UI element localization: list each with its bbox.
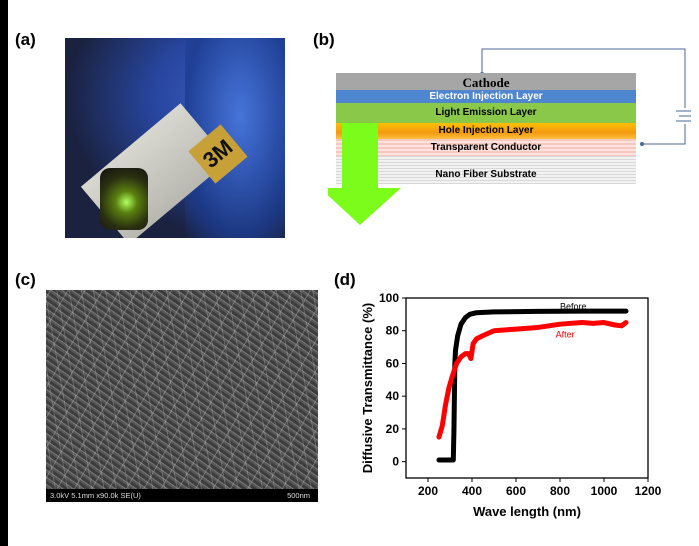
chart-svg: 200 400 600 800 1000 1200 0 20 40 60 80 100 Wave len…	[360, 291, 662, 519]
transmittance-chart: 200 400 600 800 1000 1200 0 20 40 60 80 100 Wave len…	[350, 280, 690, 530]
y-tick-label: 0	[392, 455, 399, 469]
electron-injection-layer: Electron Injection Layer	[336, 90, 636, 103]
hole-injection-layer: Hole Injection Layer	[336, 123, 636, 139]
x-tick-label: 400	[462, 484, 482, 498]
cathode-layer: Cathode	[336, 73, 636, 90]
x-tick-label: 800	[550, 484, 570, 498]
device-structure-diagram: Cathode Electron Injection Layer Light E…	[328, 40, 691, 230]
sem-image: 3.0kV 5.1mm x90.0k SE(U) 500nm	[46, 290, 318, 502]
x-tick-label: 600	[506, 484, 526, 498]
legend-before: Before	[560, 301, 587, 311]
light-emission-arrow	[328, 123, 401, 225]
sem-info-bar: 3.0kV 5.1mm x90.0k SE(U) 500nm	[46, 489, 318, 502]
panel-c-label: (c)	[15, 270, 36, 289]
y-axis-label: Diffusive Transmittance (%)	[360, 303, 375, 474]
x-tick-label: 200	[418, 484, 438, 498]
light-emission-layer: Light Emission Layer	[336, 103, 636, 123]
y-tick-label: 100	[379, 291, 399, 305]
transparent-conductor-layer: Transparent Conductor	[336, 139, 636, 156]
nanofiber-texture	[46, 290, 318, 502]
circuit-wire	[480, 48, 691, 146]
y-tick-label: 20	[386, 422, 400, 436]
x-tick-label: 1000	[591, 484, 618, 498]
series-line-before	[436, 308, 629, 463]
left-black-strip	[0, 0, 8, 546]
x-tick-label: 1200	[635, 484, 662, 498]
y-tick-label: 60	[386, 356, 400, 370]
glowing-device	[100, 168, 148, 230]
x-axis-label: Wave length (nm)	[473, 504, 581, 519]
y-tick-label: 80	[386, 324, 400, 338]
oled-device-photo: 3M	[65, 38, 285, 238]
panel-d-label: (d)	[334, 270, 356, 289]
panel-b-label: (b)	[313, 30, 335, 49]
nano-fiber-substrate-layer: Nano Fiber Substrate	[336, 156, 636, 184]
y-tick-label: 40	[386, 389, 400, 403]
sem-info: 3.0kV 5.1mm x90.0k SE(U)	[50, 491, 141, 500]
series-line-after	[436, 320, 629, 440]
legend-after: After	[556, 329, 575, 339]
plot-frame	[405, 297, 649, 479]
panel-a-label: (a)	[15, 30, 36, 49]
scale-bar-label: 500nm	[287, 491, 310, 500]
